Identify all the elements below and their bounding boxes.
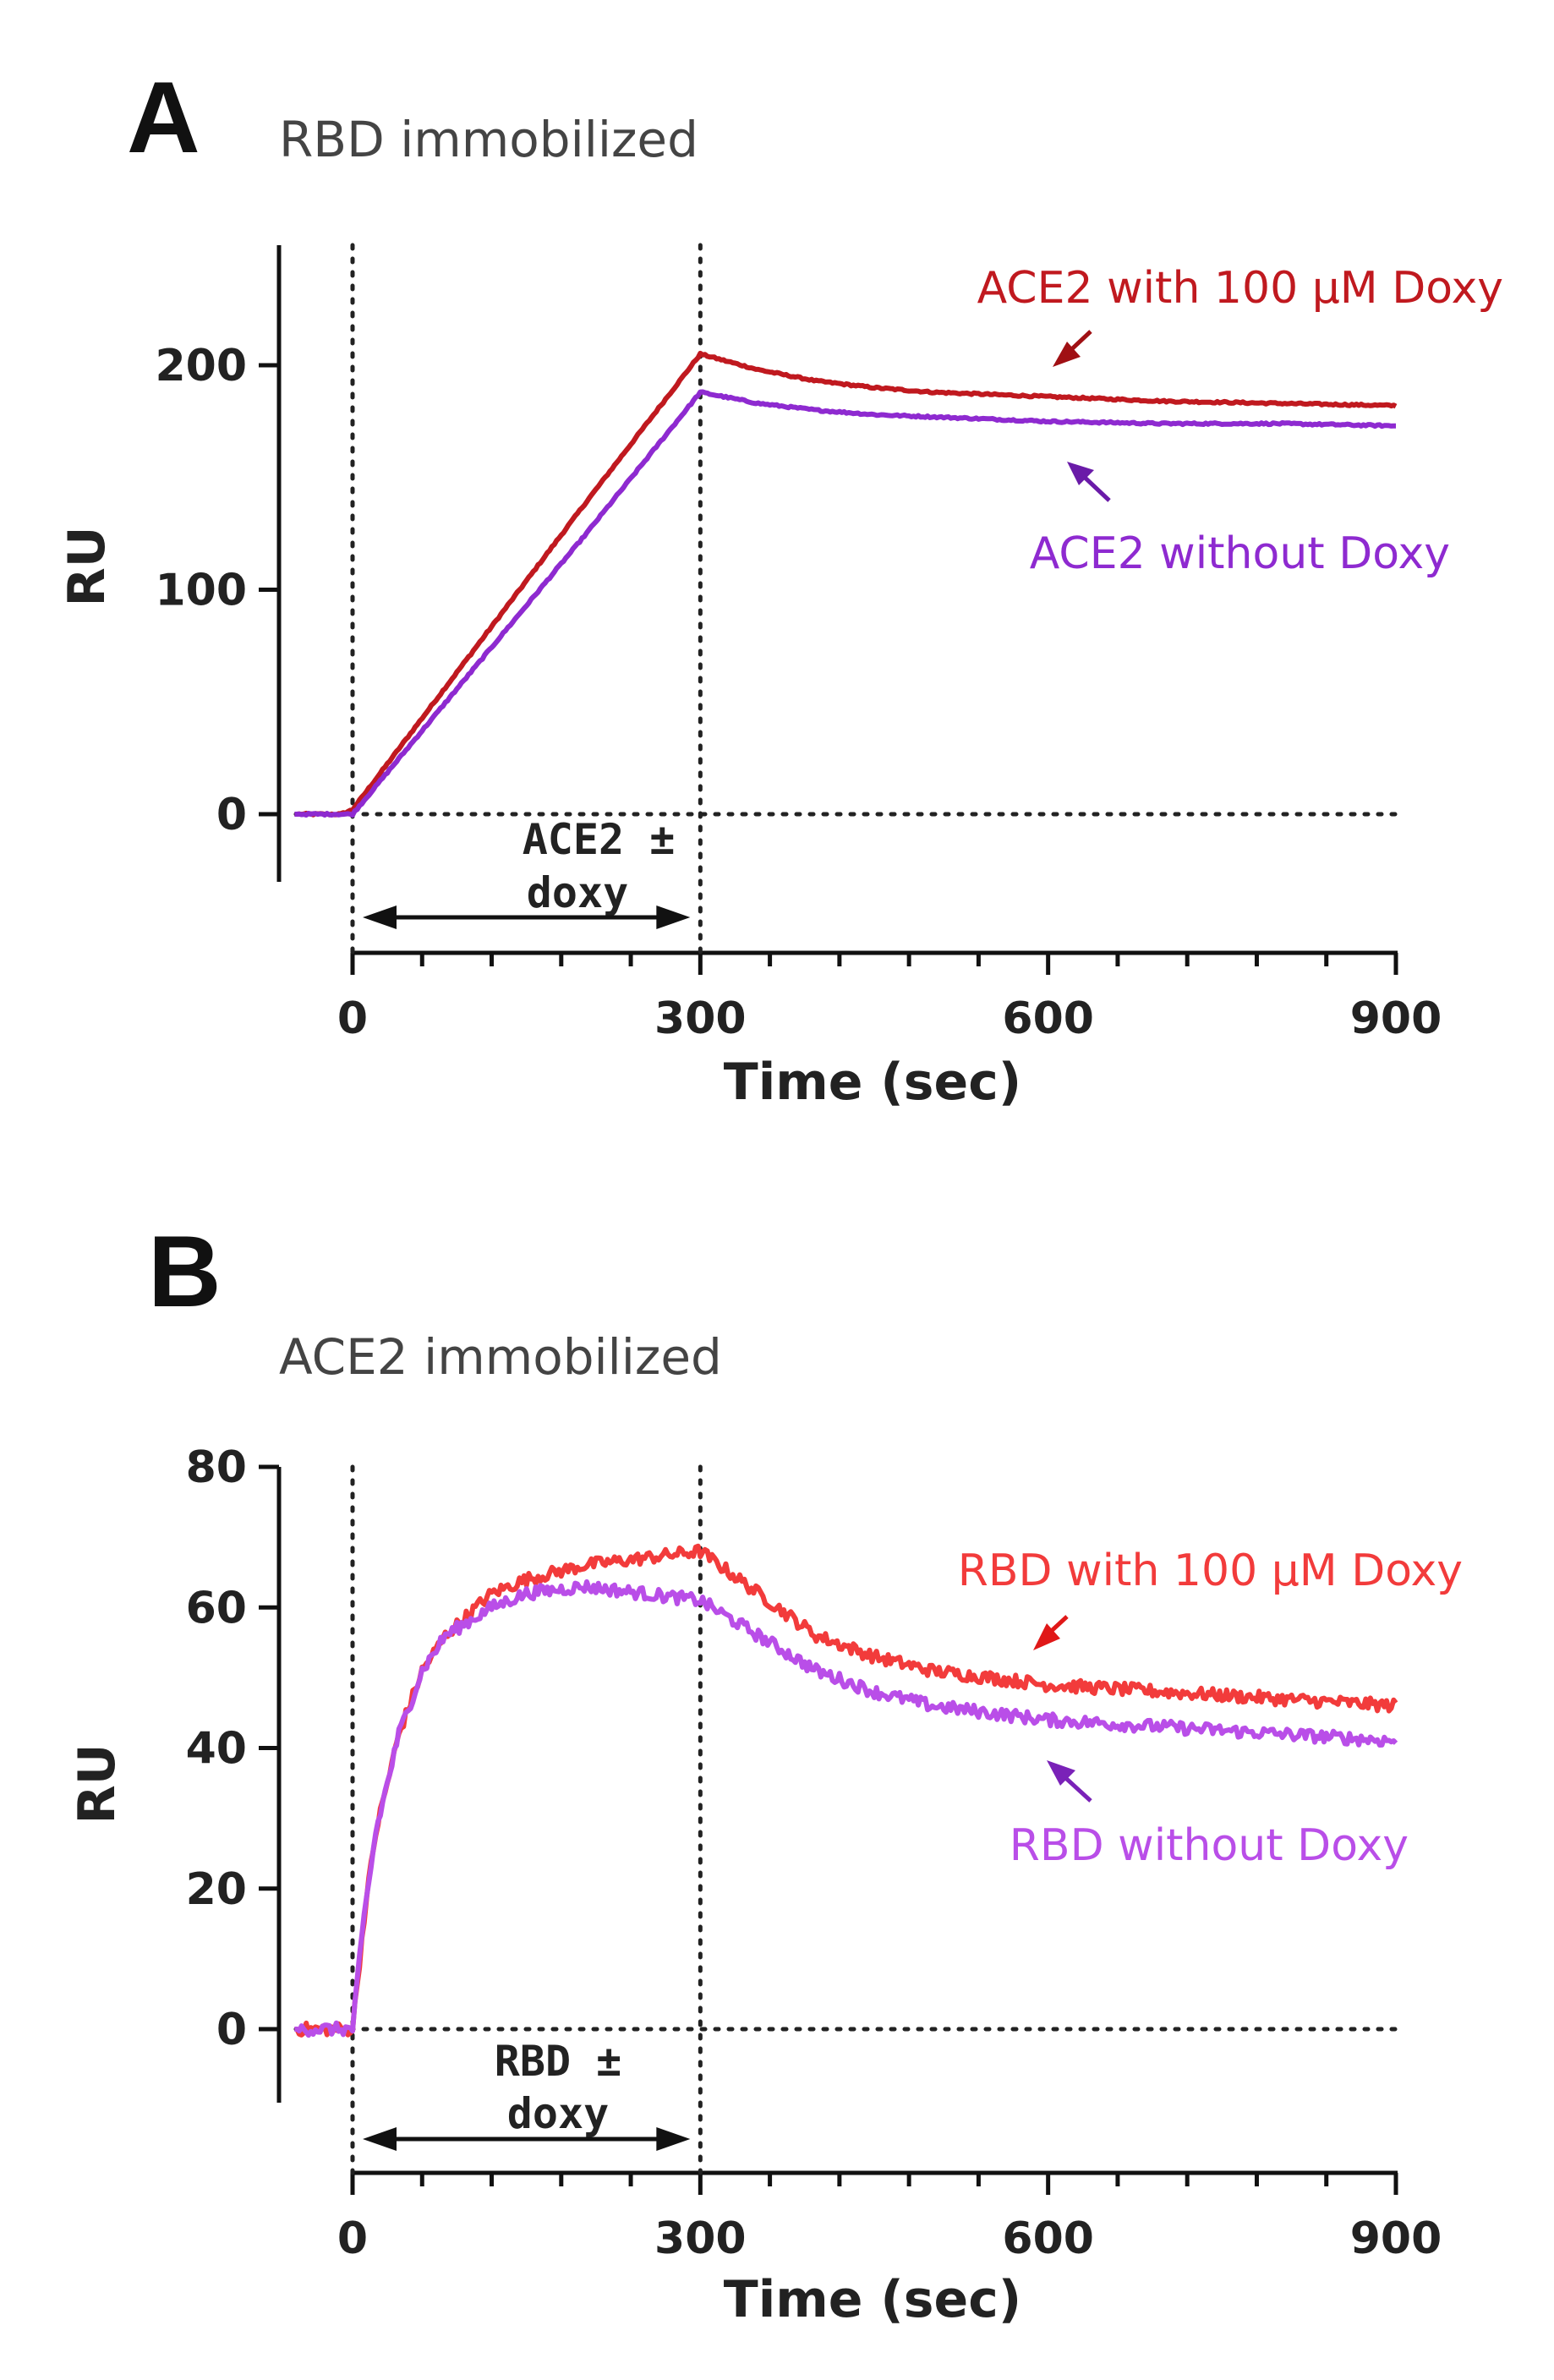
panel-a-injection-label-line1: ACE2 ±	[523, 815, 676, 864]
series-label-rbd-without-doxy: RBD without Doxy	[1010, 1820, 1409, 1871]
panel-b-y-tick-label: 40	[186, 1724, 247, 1775]
panel-a-axes: 0 100 200 0 300 600 900	[155, 243, 1442, 1044]
panel-a-series-group	[294, 350, 1398, 818]
panel-a-y-axis-title: RU	[57, 527, 117, 607]
panel-a-x-tick-label: 900	[1350, 993, 1442, 1044]
panel-a-letter: A	[127, 61, 200, 174]
panel-b: B ACE2 immobilized RU Time (sec) RBD ± d…	[68, 1215, 1463, 2329]
panel-b-x-tick-label: 300	[654, 2213, 747, 2264]
panel-b-x-tick-label: 600	[1002, 2213, 1094, 2264]
panel-b-injection-label-line2: doxy	[507, 2089, 609, 2138]
series-label-rbd-with-doxy: RBD with 100 µM Doxy	[958, 1546, 1463, 1596]
panel-b-x-tick-label: 0	[337, 2213, 368, 2264]
panel-a-injection-arrowhead-left	[363, 905, 397, 929]
panel-b-y-axis-title: RU	[68, 1744, 127, 1825]
panel-a-x-tick-label: 600	[1002, 993, 1094, 1044]
panel-a-y-tick-label: 200	[155, 341, 247, 391]
panel-b-y-tick-label: 0	[216, 2005, 247, 2055]
panel-b-y-tick-label: 20	[186, 1864, 247, 1915]
panel-a-x-tick-label: 0	[337, 993, 368, 1044]
arrowhead-ace2-without-doxy	[1067, 462, 1094, 485]
panel-a-x-tick-label: 300	[654, 993, 747, 1044]
panel-a-title: RBD immobilized	[279, 111, 698, 168]
panel-b-y-tick-label: 80	[186, 1442, 247, 1493]
series-label-ace2-without-doxy: ACE2 without Doxy	[1030, 528, 1450, 579]
panel-a: A RBD immobilized RU Time (sec) ACE2 ± d…	[57, 61, 1503, 1112]
panel-b-injection-arrowhead-right	[656, 2127, 691, 2151]
arrowhead-ace2-with-doxy	[1053, 342, 1081, 367]
panel-b-axes: 0 20 40 60 80 0 300 600 900	[186, 1442, 1442, 2264]
panel-a-y-tick-label: 0	[216, 790, 247, 840]
panel-b-y-tick-label: 60	[186, 1583, 247, 1633]
panel-b-series-line-with-doxy	[294, 1543, 1398, 2038]
panel-a-y-tick-label: 100	[155, 566, 247, 616]
panel-b-letter: B	[148, 1215, 222, 1328]
panel-a-injection-label-line2: doxy	[527, 868, 628, 917]
panel-a-annotations: ACE2 with 100 µM Doxy ACE2 without Doxy	[977, 263, 1503, 579]
panel-b-injection-arrowhead-left	[363, 2127, 397, 2151]
series-label-ace2-with-doxy: ACE2 with 100 µM Doxy	[977, 263, 1503, 314]
panel-b-series-line-without-doxy	[294, 1578, 1398, 2038]
panel-a-series-line-without-doxy	[294, 389, 1397, 818]
panel-b-x-axis-title: Time (sec)	[724, 2270, 1021, 2329]
panel-a-series-line-with-doxy	[294, 350, 1398, 818]
panel-b-title: ACE2 immobilized	[279, 1328, 722, 1386]
arrowhead-rbd-with-doxy	[1033, 1623, 1060, 1650]
panel-a-x-axis-title: Time (sec)	[724, 1053, 1021, 1112]
arrowhead-rbd-without-doxy	[1047, 1760, 1075, 1786]
panel-a-injection-arrowhead-right	[656, 905, 691, 929]
panel-b-annotations: RBD with 100 µM Doxy RBD without Doxy	[958, 1546, 1463, 1871]
panel-b-injection-label-line1: RBD ±	[495, 2037, 622, 2086]
panel-b-series-group	[294, 1543, 1398, 2038]
panel-b-x-tick-label: 900	[1350, 2213, 1442, 2264]
